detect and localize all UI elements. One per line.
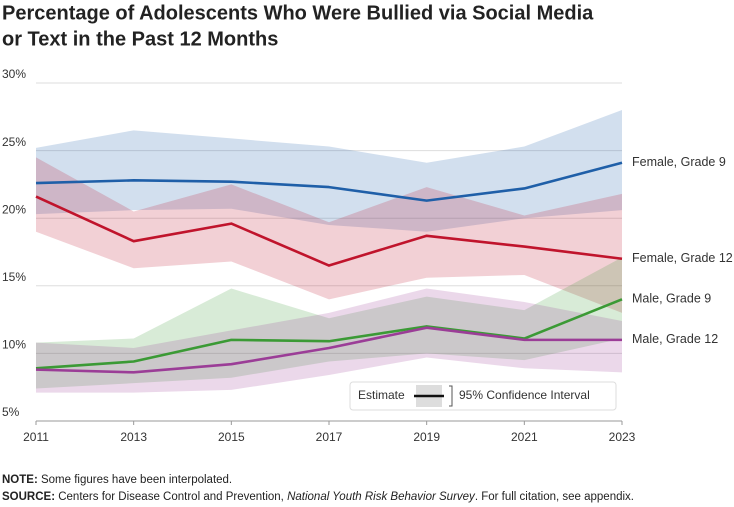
note-label: NOTE: (2, 474, 38, 486)
y-tick-label: 15% (2, 270, 26, 284)
series-label: Male, Grade 9 (632, 292, 711, 306)
note: NOTE: Some figures have been interpolate… (2, 474, 232, 486)
note-text: Some figures have been interpolated. (38, 474, 232, 486)
series-label: Female, Grade 9 (632, 155, 726, 169)
source-text: Centers for Disease Control and Preventi… (55, 491, 287, 503)
confidence-band (36, 257, 622, 389)
legend-bracket (449, 385, 453, 407)
source-text: . For full citation, see appendix. (475, 491, 634, 503)
x-tick-label: 2021 (511, 430, 538, 444)
series-label: Female, Grade 12 (632, 251, 733, 265)
x-tick-label: 2017 (316, 430, 343, 444)
x-tick-label: 2019 (413, 430, 440, 444)
line (35, 161, 623, 202)
x-tick-label: 2023 (609, 430, 636, 444)
y-tick-label: 20% (2, 202, 26, 216)
y-tick-label: 5% (2, 405, 20, 419)
y-tick-label: 10% (2, 338, 26, 352)
x-tick-label: 2011 (23, 430, 49, 444)
legend: Estimate 95% Confidence Interval (349, 381, 617, 411)
line (35, 326, 622, 374)
chart-title: Percentage of Adolescents Who Were Bulli… (2, 2, 594, 24)
source-label: SOURCE: (2, 491, 55, 503)
chart-title: or Text in the Past 12 Months (2, 28, 278, 50)
series-label: Male, Grade 12 (632, 332, 718, 346)
legend-label: 95% Confidence Interval (459, 388, 590, 402)
source: SOURCE: Centers for Disease Control and … (2, 491, 634, 503)
y-tick-label: 25% (2, 135, 26, 149)
x-tick-label: 2013 (120, 430, 147, 444)
line (35, 298, 623, 370)
confidence-band (36, 157, 622, 313)
source-title: National Youth Risk Behavior Survey (287, 491, 476, 503)
x-tick-label: 2015 (218, 430, 245, 444)
y-tick-label: 30% (2, 67, 26, 81)
confidence-band (36, 110, 622, 232)
legend-label: Estimate (358, 388, 405, 402)
line (35, 195, 623, 267)
